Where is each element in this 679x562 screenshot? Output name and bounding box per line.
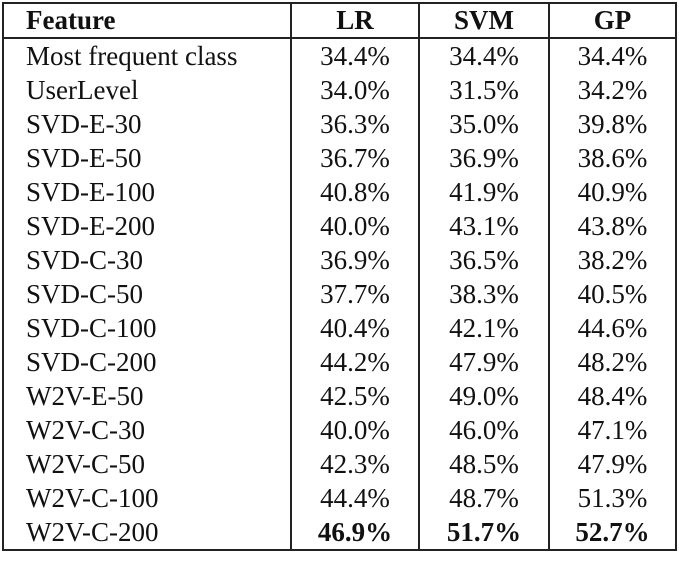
- header-feature: Feature: [2, 2, 292, 39]
- cell-feature: SVD-C-200: [2, 345, 292, 379]
- cell-feature: Most frequent class: [2, 38, 292, 73]
- table-row: Most frequent class 34.4% 34.4% 34.4%: [2, 38, 677, 73]
- cell-lr: 42.5%: [290, 379, 420, 413]
- cell-feature: SVD-E-100: [2, 175, 292, 209]
- cell-lr: 40.0%: [290, 413, 420, 447]
- cell-gp: 38.2%: [548, 243, 677, 277]
- table-row: SVD-C-50 37.7% 38.3% 40.5%: [2, 277, 677, 311]
- cell-feature: W2V-C-200: [2, 515, 292, 551]
- cell-lr: 40.4%: [290, 311, 420, 345]
- cell-feature: UserLevel: [2, 73, 292, 107]
- table-row: SVD-E-100 40.8% 41.9% 40.9%: [2, 175, 677, 209]
- cell-gp: 48.4%: [548, 379, 677, 413]
- cell-svm: 43.1%: [418, 209, 550, 243]
- table-row: W2V-C-30 40.0% 46.0% 47.1%: [2, 413, 677, 447]
- cell-feature: W2V-C-50: [2, 447, 292, 481]
- cell-feature: SVD-C-50: [2, 277, 292, 311]
- cell-svm: 31.5%: [418, 73, 550, 107]
- cell-feature: SVD-E-50: [2, 141, 292, 175]
- table-header: Feature LR SVM GP: [2, 2, 677, 39]
- cell-lr: 44.4%: [290, 481, 420, 515]
- cell-svm: 49.0%: [418, 379, 550, 413]
- cell-svm: 35.0%: [418, 107, 550, 141]
- cell-svm: 51.7%: [418, 515, 550, 551]
- cell-lr: 42.3%: [290, 447, 420, 481]
- cell-gp: 51.3%: [548, 481, 677, 515]
- cell-feature: W2V-E-50: [2, 379, 292, 413]
- cell-svm: 48.7%: [418, 481, 550, 515]
- cell-svm: 38.3%: [418, 277, 550, 311]
- cell-svm: 36.9%: [418, 141, 550, 175]
- table-row: UserLevel 34.0% 31.5% 34.2%: [2, 73, 677, 107]
- cell-lr: 36.9%: [290, 243, 420, 277]
- cell-lr: 40.0%: [290, 209, 420, 243]
- table-row: SVD-E-200 40.0% 43.1% 43.8%: [2, 209, 677, 243]
- cell-gp: 40.5%: [548, 277, 677, 311]
- cell-feature: W2V-C-100: [2, 481, 292, 515]
- cell-gp: 52.7%: [548, 515, 677, 551]
- cell-svm: 42.1%: [418, 311, 550, 345]
- results-table-container: Feature LR SVM GP Most frequent class 34.…: [2, 2, 677, 551]
- cell-lr: 40.8%: [290, 175, 420, 209]
- header-svm: SVM: [418, 2, 550, 39]
- cell-svm: 36.5%: [418, 243, 550, 277]
- cell-lr: 46.9%: [290, 515, 420, 551]
- cell-lr: 34.4%: [290, 38, 420, 73]
- cell-svm: 34.4%: [418, 38, 550, 73]
- cell-gp: 39.8%: [548, 107, 677, 141]
- cell-lr: 34.0%: [290, 73, 420, 107]
- cell-lr: 36.3%: [290, 107, 420, 141]
- table-row: SVD-C-30 36.9% 36.5% 38.2%: [2, 243, 677, 277]
- cell-gp: 34.4%: [548, 38, 677, 73]
- cell-feature: SVD-C-100: [2, 311, 292, 345]
- cell-gp: 40.9%: [548, 175, 677, 209]
- header-gp: GP: [548, 2, 677, 39]
- table-row: SVD-C-100 40.4% 42.1% 44.6%: [2, 311, 677, 345]
- cell-gp: 44.6%: [548, 311, 677, 345]
- cell-gp: 38.6%: [548, 141, 677, 175]
- table-row: W2V-C-100 44.4% 48.7% 51.3%: [2, 481, 677, 515]
- cell-svm: 46.0%: [418, 413, 550, 447]
- table-row: W2V-C-200 46.9% 51.7% 52.7%: [2, 515, 677, 551]
- table-row: SVD-E-30 36.3% 35.0% 39.8%: [2, 107, 677, 141]
- table-row: W2V-C-50 42.3% 48.5% 47.9%: [2, 447, 677, 481]
- cell-lr: 37.7%: [290, 277, 420, 311]
- header-row: Feature LR SVM GP: [2, 2, 677, 39]
- cell-svm: 47.9%: [418, 345, 550, 379]
- cell-svm: 48.5%: [418, 447, 550, 481]
- cell-feature: SVD-C-30: [2, 243, 292, 277]
- cell-gp: 48.2%: [548, 345, 677, 379]
- cell-gp: 47.9%: [548, 447, 677, 481]
- cell-gp: 43.8%: [548, 209, 677, 243]
- table-row: SVD-E-50 36.7% 36.9% 38.6%: [2, 141, 677, 175]
- cell-feature: SVD-E-30: [2, 107, 292, 141]
- results-table: Feature LR SVM GP Most frequent class 34.…: [2, 2, 677, 551]
- cell-lr: 44.2%: [290, 345, 420, 379]
- cell-gp: 34.2%: [548, 73, 677, 107]
- cell-lr: 36.7%: [290, 141, 420, 175]
- table-row: SVD-C-200 44.2% 47.9% 48.2%: [2, 345, 677, 379]
- cell-feature: SVD-E-200: [2, 209, 292, 243]
- table-row: W2V-E-50 42.5% 49.0% 48.4%: [2, 379, 677, 413]
- cell-svm: 41.9%: [418, 175, 550, 209]
- cell-feature: W2V-C-30: [2, 413, 292, 447]
- table-body: Most frequent class 34.4% 34.4% 34.4% UserLe…: [2, 38, 677, 551]
- cell-gp: 47.1%: [548, 413, 677, 447]
- header-lr: LR: [290, 2, 420, 39]
